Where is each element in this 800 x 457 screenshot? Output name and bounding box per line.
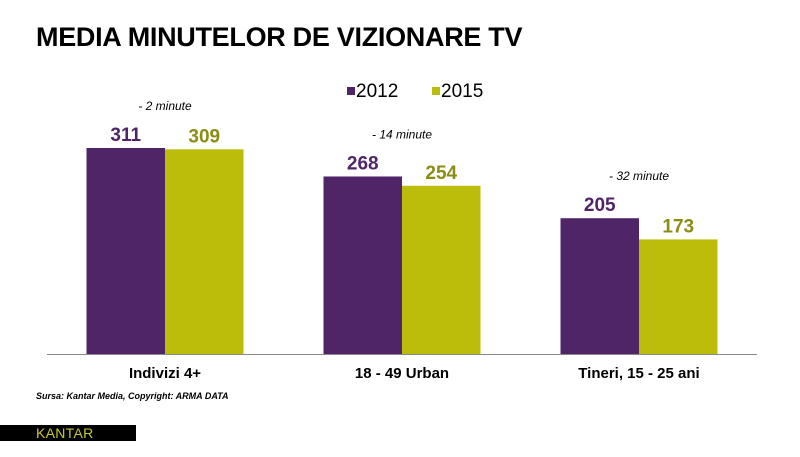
- difference-annotation: - 14 minute: [372, 127, 432, 141]
- bar-2012: [86, 148, 165, 354]
- legend-label: 2015: [441, 81, 483, 102]
- bar-2015: [402, 185, 481, 354]
- logo-text-kantar: KANTAR: [36, 425, 94, 441]
- page-title: MEDIA MINUTELOR DE VIZIONARE TV: [36, 22, 523, 52]
- logo-text-media: MEDIA: [36, 441, 82, 457]
- difference-annotation: - 2 minute: [138, 99, 192, 113]
- legend-swatch-2012: [347, 87, 355, 95]
- source-note: Sursa: Kantar Media, Copyright: ARMA DAT…: [36, 391, 229, 401]
- kantar-media-logo: KANTAR MEDIA: [0, 425, 136, 457]
- data-label: 268: [347, 153, 379, 174]
- category-label: Tineri, 15 - 25 ani: [578, 365, 699, 382]
- category-label: Indivizi 4+: [129, 365, 201, 382]
- data-label: 173: [662, 216, 694, 237]
- data-label: 311: [110, 125, 141, 146]
- category-label: 18 - 49 Urban: [355, 365, 449, 382]
- bar-2012: [560, 218, 639, 354]
- legend-label: 2012: [356, 81, 398, 102]
- legend-swatch-2015: [432, 87, 440, 95]
- bar-2015: [639, 239, 718, 354]
- data-label: 205: [584, 195, 616, 216]
- bar-2012: [323, 176, 402, 354]
- data-label: 309: [188, 126, 220, 147]
- bar-2015: [165, 149, 244, 354]
- data-label: 254: [425, 163, 457, 184]
- difference-annotation: - 32 minute: [609, 169, 669, 183]
